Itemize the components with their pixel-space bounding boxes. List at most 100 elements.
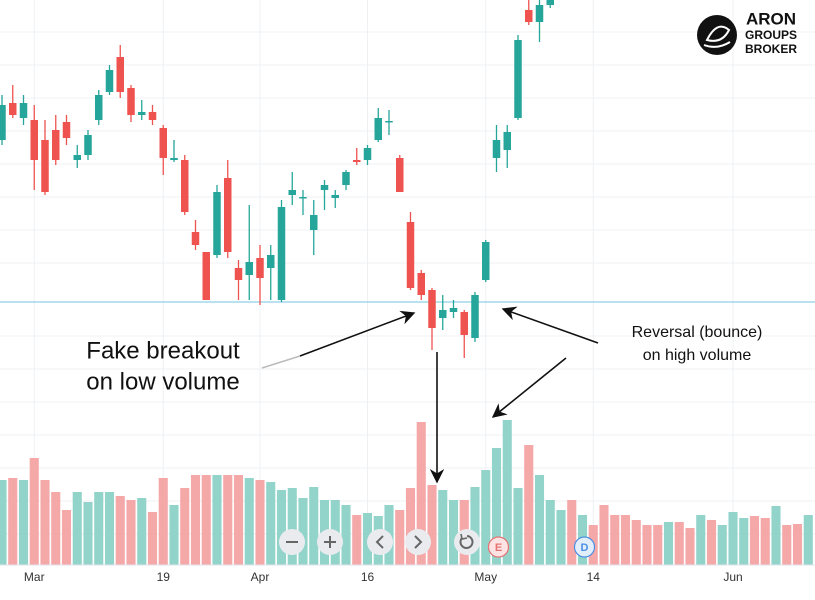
volume-bar: [212, 475, 222, 565]
annotation-text: on high volume: [643, 347, 752, 364]
volume-bar: [599, 505, 609, 565]
candle-body: [417, 273, 425, 295]
candle-body: [331, 195, 339, 198]
candle-body: [299, 197, 307, 199]
candle-body: [428, 290, 436, 328]
annotation-text: Reversal (bounce): [632, 324, 763, 341]
volume-bar: [792, 524, 803, 565]
zoom-out-button[interactable]: [279, 529, 305, 555]
volume-bar: [0, 480, 7, 565]
volume-bar: [147, 512, 158, 565]
candle-body: [127, 88, 135, 115]
scroll-right-button[interactable]: [405, 529, 431, 555]
candle-body: [267, 255, 275, 268]
volume-bar: [180, 488, 190, 565]
volume-bar: [255, 480, 265, 565]
volume-bar: [8, 478, 18, 565]
zoom-in-button[interactable]: [317, 529, 343, 555]
volume-bar: [94, 492, 104, 565]
candle-body: [138, 112, 146, 115]
volume-bar: [352, 515, 362, 565]
candle-body: [385, 121, 393, 123]
event-marker: [487, 536, 510, 558]
volume-bar: [782, 525, 792, 565]
logo-text: BROKER: [745, 42, 797, 56]
candle-body: [84, 135, 92, 155]
volume-bar: [438, 490, 448, 565]
volume-bar: [298, 498, 308, 565]
x-axis: Mar 19 Apr 16 May 14 Jun: [24, 570, 743, 584]
x-tick-label: May: [474, 570, 497, 584]
volume-bar: [126, 500, 136, 565]
volume-bar: [524, 445, 534, 565]
x-tick-label: Apr: [251, 570, 270, 584]
event-label: D: [581, 542, 589, 554]
volume-bar: [18, 480, 29, 565]
volume-bar: [405, 488, 416, 565]
volume-bar: [137, 498, 147, 565]
event-label: E: [495, 542, 502, 554]
volume-bar: [233, 475, 244, 565]
candle-body: [234, 268, 243, 280]
scroll-left-button[interactable]: [367, 529, 393, 555]
arrows: [261, 306, 599, 484]
volume-bar: [696, 515, 706, 565]
volume-bar: [169, 505, 179, 565]
candle-body: [30, 120, 38, 160]
candle-body: [374, 118, 382, 140]
candle-body: [9, 103, 17, 115]
candle-body: [342, 172, 350, 185]
volume-bar: [642, 525, 652, 565]
candle-body: [148, 112, 157, 120]
candle-body: [202, 252, 210, 300]
candle-body: [353, 160, 361, 162]
volume-bar: [29, 458, 39, 565]
volume-bar: [104, 492, 115, 565]
volume-bar: [244, 478, 254, 565]
candle-body: [19, 103, 28, 118]
volume-bar: [749, 516, 760, 565]
candle-body: [492, 140, 501, 158]
x-tick-label: Mar: [24, 570, 45, 584]
volume-bar: [72, 492, 82, 565]
volume-bar: [620, 515, 631, 565]
volume-bar: [663, 522, 674, 565]
volume-bar: [190, 475, 201, 565]
candle-body: [159, 128, 167, 158]
candle-body: [213, 192, 221, 255]
annotations: E D Fake breakout on low volume Reversal (bo…: [86, 324, 763, 558]
volume-bar: [502, 420, 512, 565]
volume-bar: [416, 422, 426, 565]
volume-bar: [534, 475, 545, 565]
candle-body: [245, 262, 253, 275]
time-axis: [0, 565, 815, 600]
candle-body: [73, 155, 81, 160]
volume-bar: [287, 488, 297, 565]
volume-bar: [653, 525, 663, 565]
volume-bar: [631, 520, 641, 565]
volume-bar: [115, 496, 125, 565]
volume-bar: [470, 487, 480, 565]
candle-body: [52, 130, 60, 160]
candle-body: [460, 312, 468, 335]
volume-bar: [276, 490, 287, 565]
volume-bar: [674, 522, 684, 565]
volume-bar: [481, 470, 491, 565]
candle-body: [181, 160, 189, 212]
candle-body: [62, 122, 71, 138]
logo-text: ARON: [746, 9, 796, 28]
grid: [33, 0, 734, 565]
reset-button[interactable]: [454, 529, 480, 555]
volume-bar: [223, 475, 233, 565]
volume-bar: [51, 492, 61, 565]
candle-body: [256, 258, 264, 278]
toolbar: [279, 529, 480, 555]
volume-bar: [771, 506, 781, 565]
volume-bar: [739, 518, 749, 565]
volume-bar: [427, 485, 437, 565]
volume-bar: [556, 510, 566, 565]
price-panel: [0, 0, 815, 358]
candle-body: [0, 105, 6, 140]
candle-body: [116, 57, 124, 92]
candle-body: [277, 207, 286, 300]
